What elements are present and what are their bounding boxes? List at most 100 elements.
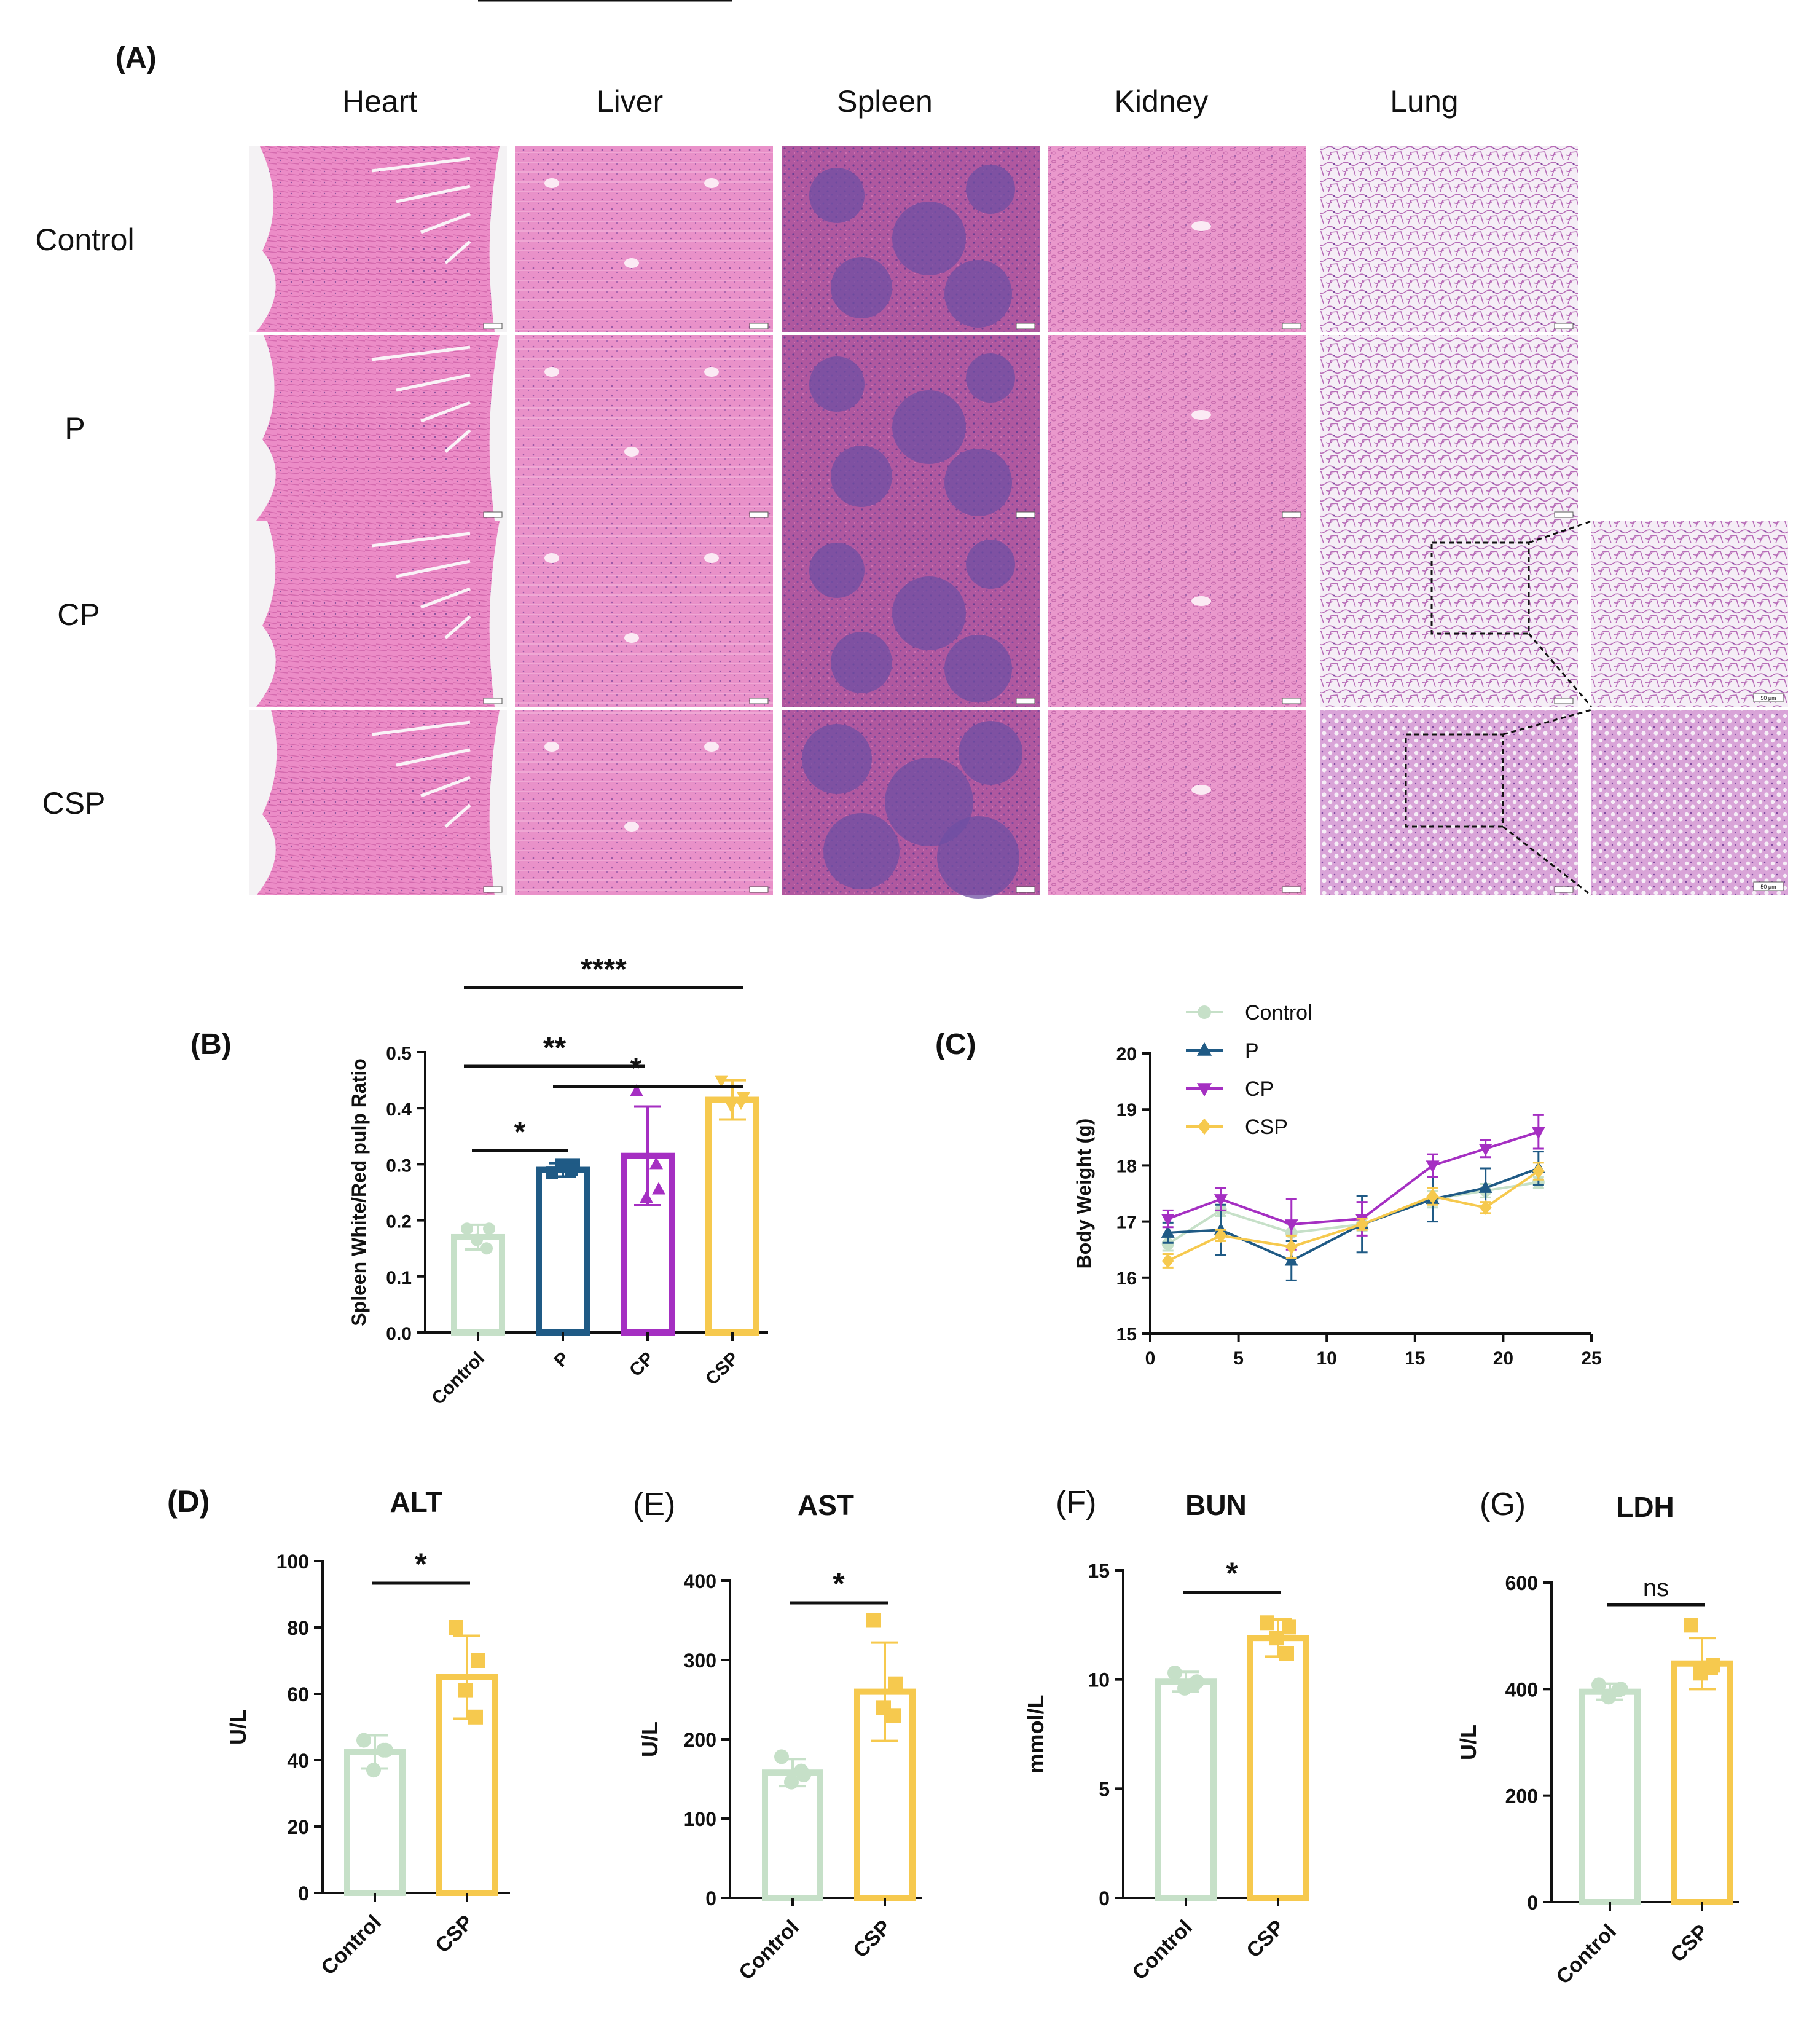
y-tick-label: 0 [1527, 1892, 1538, 1914]
heart-fissure [444, 615, 471, 639]
x-tick-label: 15 [1405, 1348, 1425, 1369]
histology-grid: Heart Liver Spleen Kidney Lung Control P CP CSP 5… [35, 84, 1788, 899]
x-tick-label-control: Control [1551, 1920, 1620, 1989]
white-pulp [959, 721, 1022, 785]
white-pulp [944, 449, 1012, 516]
data-point [356, 1733, 371, 1748]
histology-panel-heart-cp [249, 521, 507, 707]
y-tick-label: 200 [1505, 1785, 1538, 1808]
tissue-image [249, 335, 507, 521]
data-point [649, 1157, 663, 1170]
significance-label: * [833, 1567, 845, 1601]
data-point [1161, 1253, 1174, 1269]
x-tick-label: 5 [1233, 1348, 1244, 1369]
data-point [1260, 1615, 1274, 1631]
histology-panel-spleen-p [782, 335, 1040, 521]
heart-fissure [420, 401, 471, 423]
white-pulp [892, 202, 966, 275]
histology-panel-kidney-p [1048, 335, 1306, 521]
data-point [1531, 1127, 1545, 1139]
data-point [640, 1190, 653, 1203]
ldh-chart: 0 200 400 600 U/L LDH Control CSP ns [1456, 1491, 1739, 1989]
y-axis-label: Body Weight (g) [1073, 1119, 1095, 1269]
liver-vein [544, 367, 559, 377]
y-tick-label: 5 [1099, 1778, 1110, 1800]
data-point [1284, 1253, 1298, 1266]
x-tick-label: 0 [1145, 1348, 1156, 1369]
group-label-cp: CP [57, 597, 100, 632]
data-point [652, 1182, 665, 1195]
x-tick-label-csp: CSP [1666, 1920, 1712, 1967]
spleen-ratio-chart: 0.0 0.1 0.2 0.3 0.4 0.5 Spleen White/Red pulp … [348, 0, 768, 1409]
y-tick-label: 200 [684, 1729, 716, 1751]
data-point [461, 1222, 473, 1235]
y-tick-label: 19 [1116, 1100, 1137, 1120]
white-pulp [809, 356, 865, 412]
heart-fissure [444, 240, 471, 264]
y-tick-label: 0.5 [386, 1044, 412, 1064]
scale-bar [1753, 693, 1784, 702]
liver-vein [704, 553, 719, 563]
histology-panel-lung-cp [1320, 521, 1578, 707]
y-axis-label: Spleen White/Red pulp Ratio [348, 1058, 370, 1326]
zoom-connector [1528, 520, 1592, 544]
histology-panel-lung-p [1320, 335, 1578, 521]
data-point [1214, 1228, 1227, 1243]
scale-bar [1282, 698, 1301, 704]
tissue-image [1048, 521, 1306, 707]
white-pulp [802, 724, 872, 794]
scale-bar [1282, 511, 1301, 518]
liver-vein [624, 447, 639, 457]
tissue-image [515, 146, 773, 332]
scale-bar [1016, 511, 1035, 518]
panel-d-label: (D) [167, 1484, 210, 1519]
heart-fissure [396, 559, 471, 578]
scale-bar [1016, 698, 1035, 704]
scale-bar [749, 698, 769, 704]
histology-panel-heart-csp [249, 710, 507, 895]
heart-edge [249, 335, 276, 521]
tissue-image [1048, 710, 1306, 895]
panel-b-label: (B) [190, 1028, 232, 1061]
tissue-image [515, 335, 773, 521]
bar-p [536, 1166, 590, 1336]
data-point [1479, 1200, 1492, 1215]
data-point [1214, 1194, 1228, 1207]
data-point [630, 1084, 643, 1096]
white-pulp [831, 446, 892, 507]
y-tick-label: 400 [684, 1570, 716, 1592]
histology-panel-lung-csp [1320, 710, 1578, 895]
white-pulp [809, 543, 865, 598]
white-pulp [823, 813, 900, 889]
y-axis-label: U/L [1456, 1725, 1481, 1760]
scale-bar [749, 323, 769, 329]
y-tick-label: 40 [287, 1750, 309, 1772]
heart-edge [489, 710, 507, 895]
significance-label: * [514, 0, 527, 7]
bar-control [1579, 1688, 1641, 1906]
heart-edge [489, 335, 507, 521]
zoom-connector [1502, 709, 1592, 736]
liver-vein [544, 553, 559, 563]
liver-vein [544, 178, 559, 188]
heart-edge [489, 521, 507, 707]
significance-label: * [641, 0, 654, 7]
heart-fissure [420, 587, 471, 609]
tissue-image [1048, 146, 1306, 332]
organ-header-spleen: Spleen [837, 84, 933, 119]
kidney-vessel [1191, 410, 1211, 420]
x-tick-label: 25 [1581, 1348, 1601, 1369]
y-tick-label: 100 [277, 1551, 309, 1573]
bar-csp [1247, 1635, 1309, 1901]
legend-label-csp: CSP [1245, 1115, 1288, 1139]
zoom-connector [1502, 825, 1592, 897]
y-tick-label: 100 [684, 1808, 716, 1830]
scale-bar [1016, 886, 1035, 893]
organ-header-kidney: Kidney [1115, 84, 1209, 119]
y-tick-label: 15 [1088, 1560, 1110, 1582]
scale-bar [1554, 323, 1574, 329]
x-tick-label-cp: CP [626, 1348, 658, 1381]
y-tick-label: 0.1 [386, 1268, 412, 1288]
data-point [1611, 1683, 1626, 1698]
y-tick-label: 15 [1116, 1324, 1137, 1345]
